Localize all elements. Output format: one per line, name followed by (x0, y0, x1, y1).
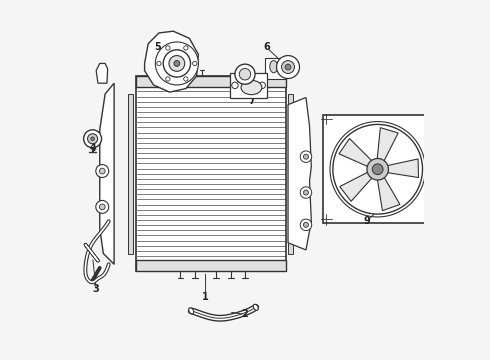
Text: 6: 6 (263, 42, 270, 52)
Circle shape (259, 82, 266, 89)
Circle shape (333, 125, 422, 214)
Polygon shape (339, 139, 375, 168)
Circle shape (276, 55, 299, 78)
Bar (323, 116, 433, 223)
Circle shape (184, 77, 188, 81)
Polygon shape (288, 98, 311, 250)
Text: 7: 7 (249, 96, 256, 106)
Ellipse shape (241, 80, 262, 95)
Circle shape (367, 158, 389, 180)
Circle shape (285, 64, 291, 70)
Circle shape (303, 190, 309, 195)
Circle shape (235, 64, 255, 84)
Circle shape (99, 168, 105, 174)
Text: 8: 8 (364, 186, 370, 196)
Circle shape (155, 42, 198, 85)
Circle shape (282, 60, 294, 73)
Bar (230, 73, 267, 98)
Bar (136, 76, 286, 271)
Ellipse shape (253, 304, 258, 310)
Circle shape (84, 130, 101, 148)
Circle shape (303, 222, 309, 227)
Circle shape (166, 77, 170, 81)
Text: 9: 9 (364, 216, 370, 226)
Circle shape (330, 122, 425, 217)
Text: 5: 5 (154, 42, 161, 52)
Circle shape (96, 165, 109, 177)
Circle shape (184, 46, 188, 50)
Circle shape (163, 50, 191, 77)
Circle shape (96, 201, 109, 213)
Circle shape (174, 60, 180, 66)
Text: 2: 2 (242, 310, 248, 319)
Polygon shape (384, 159, 418, 177)
Circle shape (91, 137, 95, 140)
Polygon shape (340, 170, 375, 201)
Circle shape (303, 154, 309, 159)
Polygon shape (100, 83, 114, 264)
Bar (265, 58, 286, 79)
Bar (136, 76, 286, 87)
Polygon shape (96, 63, 108, 83)
Circle shape (232, 82, 238, 89)
Circle shape (300, 151, 312, 162)
Circle shape (157, 61, 161, 66)
Circle shape (300, 219, 312, 230)
Circle shape (239, 68, 251, 80)
Circle shape (193, 61, 197, 66)
Polygon shape (377, 128, 398, 165)
Text: 3: 3 (93, 284, 99, 294)
Circle shape (372, 164, 383, 175)
Circle shape (166, 46, 170, 50)
Bar (289, 94, 293, 253)
Bar (128, 94, 133, 253)
Polygon shape (145, 31, 198, 92)
Circle shape (88, 134, 98, 144)
Circle shape (169, 55, 185, 71)
Bar (427, 156, 436, 183)
Bar (136, 260, 286, 271)
Ellipse shape (270, 60, 278, 73)
Circle shape (300, 187, 312, 198)
Polygon shape (377, 174, 400, 211)
Ellipse shape (189, 308, 194, 314)
Circle shape (99, 204, 105, 210)
Text: 4: 4 (89, 143, 96, 153)
Text: 1: 1 (202, 292, 209, 302)
